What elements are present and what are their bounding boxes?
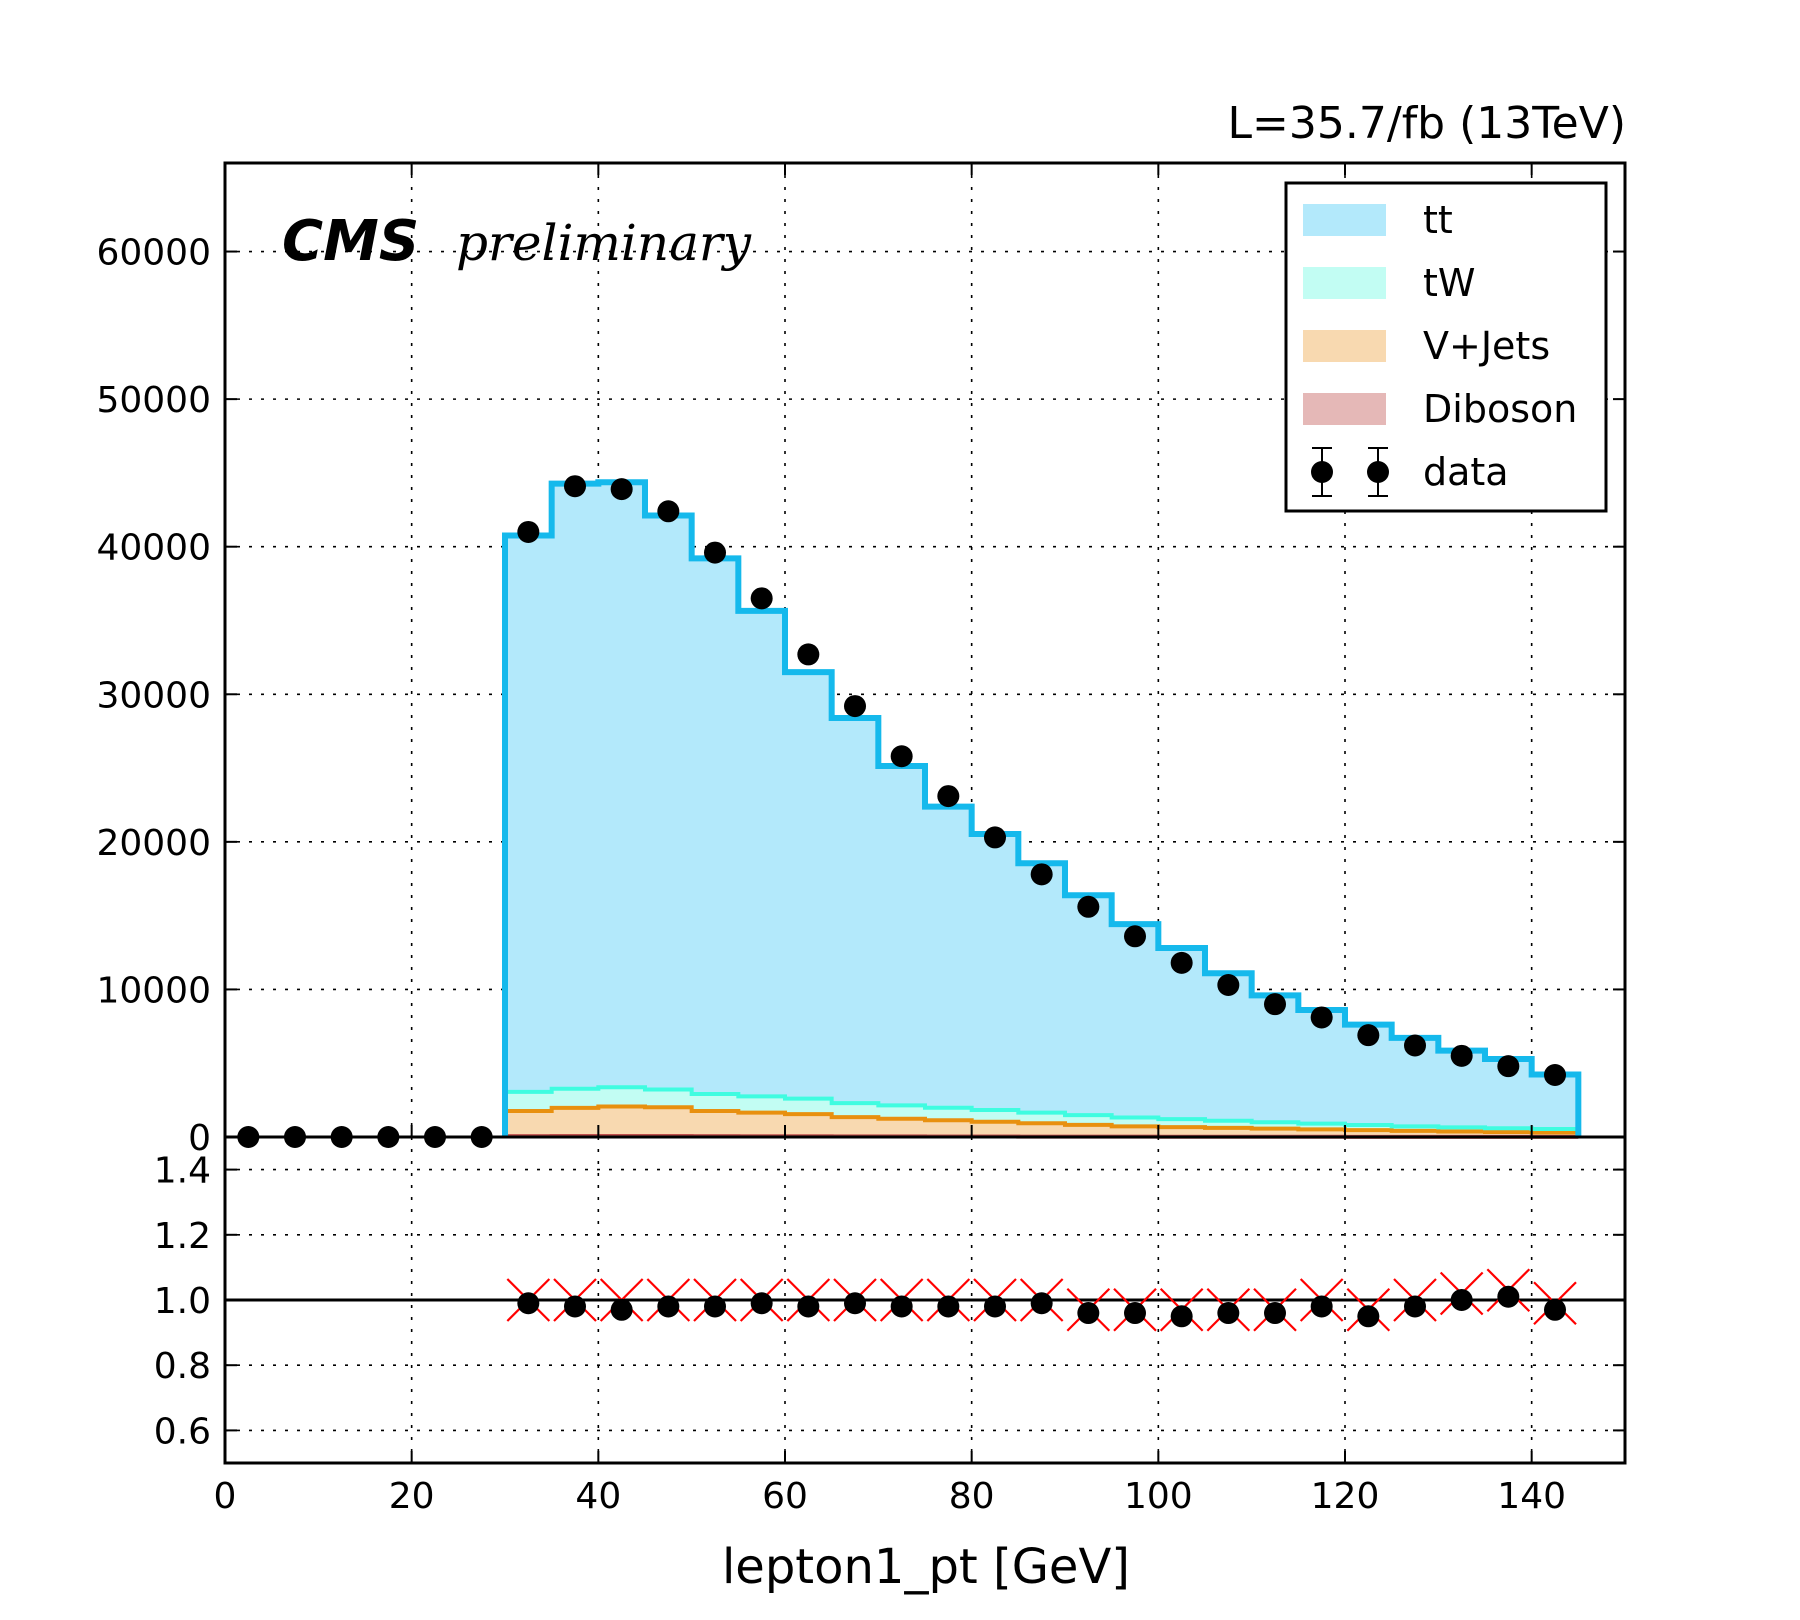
- legend-label: tt: [1423, 198, 1453, 242]
- data-point: [844, 695, 866, 718]
- ratio-plot-area: 0.6 0.8 1.0 1.2 1.4 0 20 40 60 80 100 120 140: [154, 1135, 1627, 1517]
- ratio-point: [890, 1295, 913, 1318]
- x-tick-label: 20: [389, 1476, 435, 1517]
- main-y-tick-label: 30000: [96, 675, 211, 716]
- data-point: [1077, 895, 1100, 918]
- ratio-point: [1124, 1302, 1146, 1325]
- ratio-point: [1310, 1295, 1333, 1318]
- data-point: [1170, 951, 1193, 974]
- main-y-tick-label: 20000: [96, 823, 211, 864]
- data-point: [1357, 1024, 1380, 1047]
- ratio-point: [657, 1295, 680, 1318]
- data-point: [1404, 1034, 1426, 1057]
- data-point: [750, 587, 773, 610]
- hist-line-v-jets: [503, 1104, 1581, 1137]
- legend-label: tW: [1423, 261, 1475, 305]
- cms-label: CMS: [282, 209, 419, 274]
- legend-swatch-tw: [1303, 267, 1386, 299]
- legend-data-marker: [1311, 461, 1333, 483]
- x-tick-label: 140: [1497, 1476, 1566, 1517]
- data-point: [1310, 1006, 1333, 1029]
- main-y-tick-label: 10000: [96, 970, 211, 1011]
- data-point: [890, 745, 913, 768]
- x-tick-label: 60: [762, 1476, 808, 1517]
- data-point: [1450, 1044, 1473, 1067]
- preliminary-label: preliminary: [456, 214, 752, 272]
- data-point: [1124, 925, 1146, 948]
- data-point: [564, 475, 586, 498]
- ratio-point: [517, 1292, 540, 1315]
- data-point: [704, 541, 726, 564]
- ratio-point: [984, 1295, 1006, 1318]
- hist-line-tw: [503, 1085, 1581, 1137]
- main-y-tick-label: 60000: [96, 233, 211, 274]
- x-tick-label: 120: [1311, 1476, 1380, 1517]
- data-point: [1030, 863, 1053, 886]
- main-y-tick-label: 50000: [96, 380, 211, 421]
- data-point: [1217, 973, 1240, 996]
- ratio-point: [1170, 1305, 1193, 1328]
- legend: tt tW V+Jets Diboson data: [1284, 181, 1608, 513]
- ratio-point: [937, 1295, 960, 1318]
- main-plot-area: 0 10000 20000 30000 40000 50000 60000: [96, 161, 1627, 1159]
- x-tick-label: 80: [949, 1476, 995, 1517]
- legend-label: Diboson: [1423, 387, 1577, 431]
- ratio-point: [844, 1292, 866, 1315]
- ratio-y-tick-label: 1.4: [154, 1151, 211, 1192]
- legend-data-marker: [1367, 461, 1389, 483]
- x-tick-label: 100: [1124, 1476, 1193, 1517]
- main-y-tick-label: 0: [188, 1118, 211, 1159]
- ratio-point: [1264, 1302, 1286, 1325]
- legend-label: data: [1423, 450, 1509, 494]
- x-tick-label: 40: [575, 1476, 621, 1517]
- data-point: [797, 643, 820, 666]
- ratio-point: [1450, 1289, 1473, 1311]
- lumi-label: L=35.7/fb (13TeV): [1228, 98, 1626, 149]
- hist-fill-tw: [225, 1087, 1579, 1137]
- data-point: [1544, 1064, 1566, 1087]
- ratio-point: [1217, 1302, 1240, 1325]
- data-point: [937, 785, 960, 808]
- data-point: [1264, 993, 1286, 1016]
- ratio-point: [1404, 1295, 1426, 1318]
- data-point: [517, 520, 540, 543]
- ratio-point: [750, 1292, 773, 1315]
- ratio-y-tick-label: 1.2: [154, 1216, 211, 1257]
- ratio-point: [1077, 1302, 1100, 1325]
- data-point: [610, 478, 633, 501]
- data-point: [1497, 1055, 1520, 1078]
- ratio-point: [1030, 1292, 1053, 1315]
- ratio-y-tick-label: 0.6: [154, 1411, 211, 1452]
- ratio-point: [610, 1298, 633, 1321]
- ratio-point: [1497, 1285, 1520, 1308]
- hist-line-tt: [502, 479, 1582, 1137]
- main-y-tick-label: 40000: [96, 528, 211, 569]
- ratio-point: [797, 1295, 820, 1318]
- legend-swatch-diboson: [1303, 393, 1386, 425]
- legend-label: V+Jets: [1423, 324, 1550, 368]
- data-point: [657, 500, 680, 523]
- x-axis-title: lepton1_pt [GeV]: [722, 1539, 1130, 1595]
- ratio-point: [1544, 1298, 1566, 1321]
- ratio-point: [564, 1295, 586, 1318]
- ratio-point: [1357, 1305, 1380, 1328]
- ratio-point: [704, 1295, 726, 1318]
- legend-swatch-v-jets: [1303, 330, 1386, 362]
- ratio-y-tick-label: 1.0: [154, 1281, 211, 1322]
- data-point: [984, 826, 1006, 849]
- x-tick-label: 0: [214, 1476, 237, 1517]
- ratio-y-tick-label: 0.8: [154, 1346, 211, 1387]
- legend-swatch-tt: [1303, 204, 1386, 236]
